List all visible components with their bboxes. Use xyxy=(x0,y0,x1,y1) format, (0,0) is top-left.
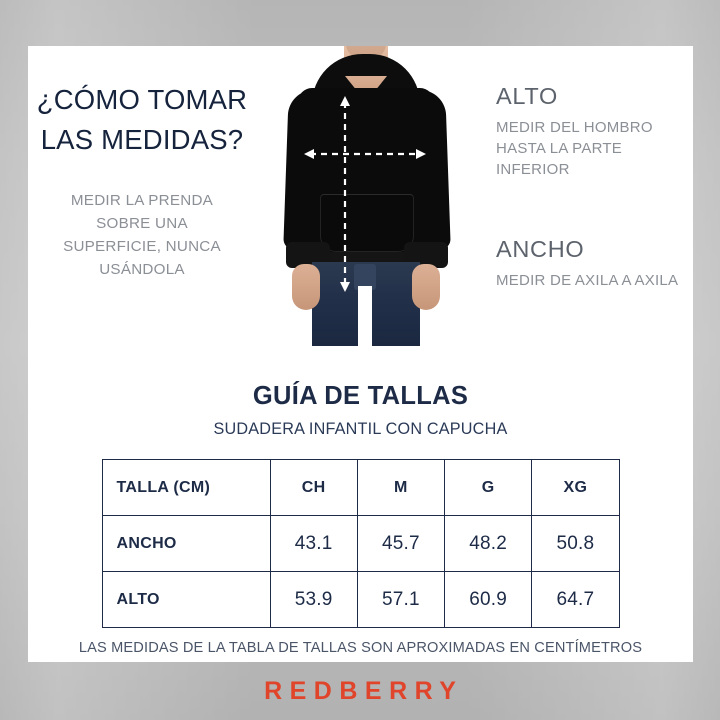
hoodie-illustration xyxy=(250,46,480,346)
size-table: TALLA (CM) CH M G XG ANCHO 43.1 45.7 48.… xyxy=(101,459,620,628)
jeans-fly xyxy=(354,264,376,290)
ancho-instruction-block: ANCHO MEDIR DE AXILA A AXILA xyxy=(496,235,693,291)
alto-m: 57.1 xyxy=(356,571,446,628)
ancho-xg: 50.8 xyxy=(531,515,620,572)
jeans-leg-gap xyxy=(358,286,372,346)
ancho-description: MEDIR DE AXILA A AXILA xyxy=(496,271,679,289)
table-row: ALTO 53.9 57.1 60.9 64.7 xyxy=(101,571,620,628)
alto-label: ALTO xyxy=(496,83,559,109)
table-row: ANCHO 43.1 45.7 48.2 50.8 xyxy=(101,515,620,572)
table-corner-label: TALLA (CM) xyxy=(101,459,271,516)
row-label-alto: ALTO xyxy=(101,571,271,628)
size-guide-card: ¿CÓMO TOMAR LAS MEDIDAS? MEDIR LA PRENDA… xyxy=(28,46,693,662)
alto-instruction-block: ALTO MEDIR DEL HOMBRO HASTA LA PARTE INF… xyxy=(496,83,693,181)
table-size-g: G xyxy=(443,459,533,516)
size-guide-title: GUÍA DE TALLAS xyxy=(252,382,469,410)
product-photo xyxy=(250,46,480,346)
ancho-ch: 43.1 xyxy=(269,515,358,572)
hoodie-kangaroo-pocket xyxy=(320,194,414,252)
model-hand-left xyxy=(292,264,320,310)
row-label-ancho: ANCHO xyxy=(101,515,271,572)
left-instructions-column: ¿CÓMO TOMAR LAS MEDIDAS? MEDIR LA PRENDA… xyxy=(28,46,256,282)
brand-footer: REDBERRY xyxy=(0,662,720,720)
ancho-m: 45.7 xyxy=(356,515,446,572)
size-guide-section: GUÍA DE TALLAS SUDADERA INFANTIL CON CAP… xyxy=(28,346,693,656)
measuring-note: MEDIR LA PRENDA SOBRE UNA SUPERFICIE, NU… xyxy=(63,192,221,279)
alto-description: MEDIR DEL HOMBRO HASTA LA PARTE INFERIOR xyxy=(496,118,653,179)
size-guide-subtitle: SUDADERA INFANTIL CON CAPUCHA xyxy=(213,420,508,438)
alto-g: 60.9 xyxy=(443,571,533,628)
ancho-label: ANCHO xyxy=(496,235,585,262)
table-size-ch: CH xyxy=(269,459,358,516)
table-footnote: LAS MEDIDAS DE LA TABLA DE TALLAS SON AP… xyxy=(78,640,643,656)
right-instructions-column: ALTO MEDIR DEL HOMBRO HASTA LA PARTE INF… xyxy=(496,46,693,291)
table-size-xg: XG xyxy=(531,459,620,516)
redberry-logo: REDBERRY xyxy=(264,676,464,705)
model-hand-right xyxy=(412,264,440,310)
alto-ch: 53.9 xyxy=(269,571,358,628)
page-title: ¿CÓMO TOMAR LAS MEDIDAS? xyxy=(36,84,248,155)
table-header-row: TALLA (CM) CH M G XG xyxy=(101,459,620,516)
how-to-measure-section: ¿CÓMO TOMAR LAS MEDIDAS? MEDIR LA PRENDA… xyxy=(28,46,693,346)
ancho-g: 48.2 xyxy=(443,515,533,572)
alto-xg: 64.7 xyxy=(531,571,620,628)
table-size-m: M xyxy=(356,459,446,516)
